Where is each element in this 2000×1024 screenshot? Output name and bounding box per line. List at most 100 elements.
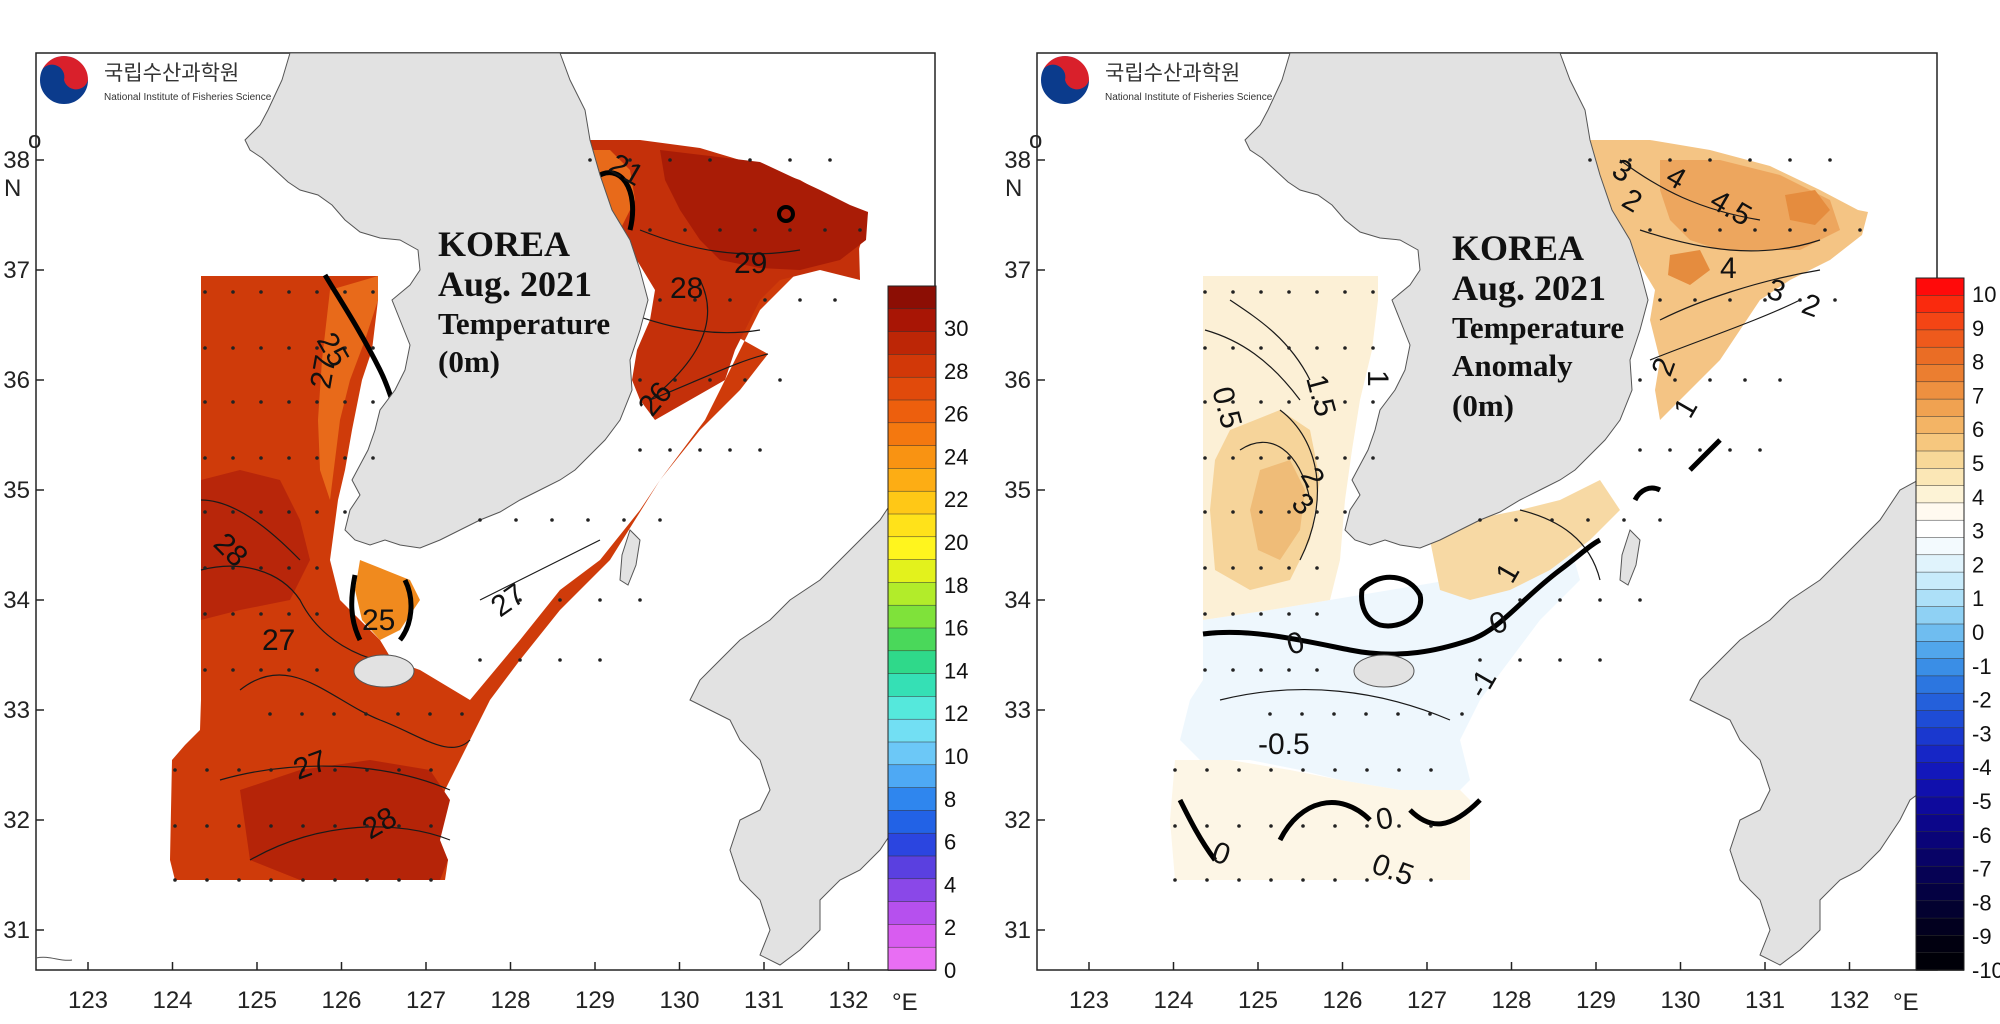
- station-dot: [1333, 768, 1337, 772]
- station-dot: [1268, 712, 1272, 716]
- colorbar-label: 5: [1972, 451, 1984, 476]
- station-dot: [237, 768, 241, 772]
- station-dot: [1628, 158, 1632, 162]
- station-dot: [1638, 598, 1642, 602]
- lat-tick-label: 31: [3, 917, 30, 944]
- station-dot: [343, 290, 347, 294]
- station-dot: [1269, 824, 1273, 828]
- station-dot: [1287, 456, 1291, 460]
- colorbar-label: 16: [944, 616, 968, 641]
- colorbar-swatch: [887, 445, 937, 470]
- colorbar-label: 20: [944, 530, 968, 555]
- japan-landmass: [1689, 469, 1937, 966]
- station-dot: [518, 598, 522, 602]
- station-dot: [343, 456, 347, 460]
- lon-tick-label: 123: [68, 987, 108, 1014]
- station-dot: [1203, 510, 1207, 514]
- lat-tick-label: 36: [1004, 367, 1031, 394]
- station-dot: [1858, 228, 1862, 232]
- station-dot: [718, 228, 722, 232]
- station-dot: [1586, 518, 1590, 522]
- station-dot: [1622, 518, 1626, 522]
- colorbar-swatch: [887, 901, 937, 926]
- station-dot: [259, 400, 263, 404]
- station-dot: [333, 824, 337, 828]
- station-dot: [1518, 598, 1522, 602]
- lon-tick-label: 132: [1829, 987, 1869, 1014]
- colorbar-label: -9: [1972, 924, 1992, 949]
- station-dot: [1658, 518, 1662, 522]
- colorbar-swatch: [1915, 381, 1965, 400]
- colorbar-label: 18: [944, 573, 968, 598]
- station-dot: [1300, 712, 1304, 716]
- colorbar-swatch: [1915, 848, 1965, 868]
- station-dot: [205, 824, 209, 828]
- station-dot: [628, 158, 632, 162]
- station-dot: [315, 510, 319, 514]
- colorbar-swatch: [1915, 450, 1965, 470]
- lat-tick-label: 35: [1004, 477, 1031, 504]
- station-dot: [203, 510, 207, 514]
- station-dot: [658, 298, 662, 302]
- colorbar-label: -7: [1972, 857, 1992, 882]
- colorbar-label: 8: [944, 787, 956, 812]
- station-dot: [364, 712, 368, 716]
- station-dot: [173, 878, 177, 882]
- station-dot: [1259, 456, 1263, 460]
- colorbar-label: 12: [944, 701, 968, 726]
- station-dot: [1673, 378, 1677, 382]
- station-dot: [550, 518, 554, 522]
- station-dot: [259, 668, 263, 672]
- station-dot: [269, 768, 273, 772]
- station-dot: [1315, 668, 1319, 672]
- station-dot: [173, 824, 177, 828]
- colorbar-label: 22: [944, 487, 968, 512]
- station-dot: [1259, 612, 1263, 616]
- station-dot: [1203, 668, 1207, 672]
- station-dot: [1397, 878, 1401, 882]
- map-title-line-4: Anomaly: [1452, 348, 1573, 383]
- station-dot: [287, 566, 291, 570]
- station-dot: [1343, 346, 1347, 350]
- station-dot: [371, 456, 375, 460]
- lat-unit-label: N: [1005, 175, 1022, 202]
- lat-degree-label: o: [28, 127, 41, 154]
- station-dot: [269, 878, 273, 882]
- station-dot: [237, 878, 241, 882]
- station-dot: [397, 878, 401, 882]
- station-dot: [1588, 158, 1592, 162]
- station-dot: [518, 658, 522, 662]
- station-dot: [698, 448, 702, 452]
- colorbar-label: 7: [1972, 383, 1984, 408]
- map-title-line-5: (0m): [1452, 388, 1514, 423]
- station-dot: [203, 290, 207, 294]
- colorbar-swatch: [887, 855, 937, 880]
- colorbar-label: 10: [944, 744, 968, 769]
- colorbar-swatch: [1915, 312, 1965, 331]
- colorbar-swatch: [1915, 831, 1965, 850]
- anomaly-zero-contours: [1177, 438, 1722, 862]
- colorbar-swatch: [887, 787, 937, 812]
- colorbar-swatch: [1915, 606, 1965, 625]
- station-dot: [1365, 768, 1369, 772]
- lat-tick-label: 37: [1004, 257, 1031, 284]
- lon-tick-label: 127: [1407, 987, 1447, 1014]
- station-dot: [758, 448, 762, 452]
- colorbar-swatch: [887, 331, 937, 356]
- colorbar-outline: [887, 285, 937, 971]
- contour-label: 29: [734, 247, 767, 280]
- station-dot: [315, 346, 319, 350]
- lon-tick-label: 132: [828, 987, 868, 1014]
- station-dot: [763, 298, 767, 302]
- lon-tick-label: 129: [575, 987, 615, 1014]
- colorbar-swatch: [887, 810, 937, 835]
- colorbar-swatch: [1915, 814, 1965, 833]
- station-dot: [287, 400, 291, 404]
- station-dot: [203, 346, 207, 350]
- station-dot: [1514, 518, 1518, 522]
- lon-tick-label: 131: [1745, 987, 1785, 1014]
- colorbar-swatch: [1915, 762, 1965, 781]
- colorbar-swatch: [887, 650, 937, 675]
- station-dot: [397, 768, 401, 772]
- station-dot: [598, 658, 602, 662]
